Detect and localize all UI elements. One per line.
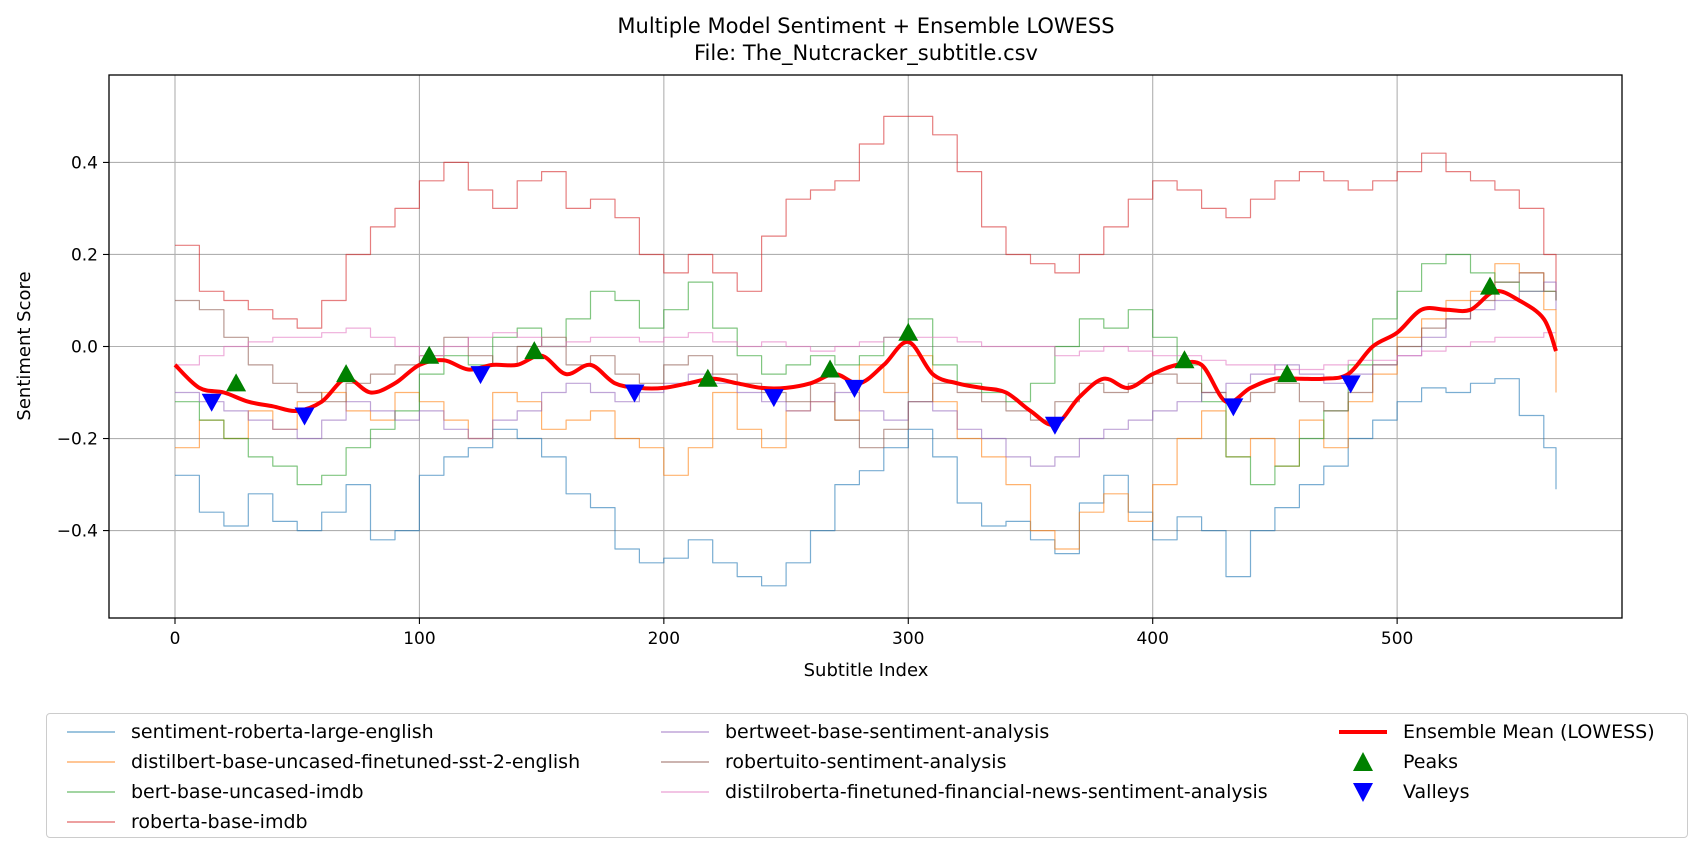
legend-swatch [659,720,725,744]
peak-marker [697,368,718,387]
legend-swatch [65,810,131,834]
valley-marker [201,393,222,412]
legend-item: distilroberta-finetuned-financial-news-s… [659,778,1268,806]
x-tick-label: 100 [403,629,435,649]
valley-marker [294,407,315,426]
x-tick-label: 0 [170,629,181,649]
legend-label: Peaks [1403,751,1459,773]
valley-marker [1340,375,1361,394]
chart-subtitle: File: The_Nutcracker_subtitle.csv [694,41,1038,66]
legend-item: sentiment-roberta-large-english [65,718,434,746]
legend-label: distilroberta-finetuned-financial-news-s… [725,781,1268,803]
legend-label: bert-base-uncased-imdb [131,781,364,803]
legend-item: bertweet-base-sentiment-analysis [659,718,1049,746]
peak-marker [1480,276,1501,295]
chart-legend: sentiment-roberta-large-english distilber… [46,713,1688,838]
y-tick-label: −0.4 [57,522,98,542]
series-line-4 [175,115,1557,329]
x-tick-label: 200 [648,629,680,649]
peak-marker [226,373,247,392]
legend-swatch [1337,720,1403,744]
series-line-2 [175,263,1557,550]
peak-valley-markers [201,276,1501,435]
x-tick-label: 400 [1136,629,1168,649]
legend-label: distilbert-base-uncased-finetuned-sst-2-… [131,751,581,773]
y-tick-label: 0.4 [71,153,98,173]
valley-marker [1223,398,1244,417]
legend-label: Valleys [1403,781,1470,803]
valley-marker [470,366,491,385]
legend-label: Ensemble Mean (LOWESS) [1403,721,1655,743]
grid-lines [109,75,1622,618]
peak-marker [419,345,440,364]
valley-marker [763,389,784,408]
legend-swatch [659,780,725,804]
legend-item: distilbert-base-uncased-finetuned-sst-2-… [65,748,580,776]
series-lines [173,115,1558,587]
peak-marker [898,322,919,341]
legend-item: Peaks [1337,748,1458,776]
legend-swatch [65,750,131,774]
legend-swatch [1337,780,1403,804]
legend-swatch [65,780,131,804]
legend-item: bert-base-uncased-imdb [65,778,364,806]
peak-marker [1277,364,1298,383]
legend-swatch [65,720,131,744]
x-tick-label: 300 [892,629,924,649]
legend-item: Valleys [1337,778,1470,806]
legend-label: robertuito-sentiment-analysis [725,751,1007,773]
legend-swatch [659,750,725,774]
x-tick-label: 500 [1381,629,1413,649]
ensemble-line [173,289,1558,427]
y-tick-label: 0.0 [71,338,98,358]
x-axis-label: Subtitle Index [804,660,929,681]
peak-marker [336,364,357,383]
legend-item: roberta-base-imdb [65,808,308,836]
series-line-3 [175,253,1557,486]
y-axis-label: Sentiment Score [14,271,35,420]
legend-label: roberta-base-imdb [131,811,308,833]
series-line-1 [175,378,1557,587]
legend-item: robertuito-sentiment-analysis [659,748,1006,776]
axis-ticks: 0 100 200 300 400 500 −0.4 −0.2 0.0 0.2 0.4 [57,153,1414,649]
legend-label: bertweet-base-sentiment-analysis [725,721,1050,743]
peak-marker [820,359,841,378]
peak-marker [524,341,545,360]
valley-marker [1044,416,1065,435]
legend-item: Ensemble Mean (LOWESS) [1337,718,1655,746]
peak-marker [1174,350,1195,369]
series-line-7 [175,327,1556,371]
legend-swatch [1337,750,1403,774]
y-tick-label: 0.2 [71,245,98,265]
legend-label: sentiment-roberta-large-english [131,721,434,743]
chart-title: Multiple Model Sentiment + Ensemble LOWE… [617,14,1114,38]
valley-marker [844,379,865,398]
valley-marker [624,384,645,403]
y-tick-label: −0.2 [57,430,98,450]
